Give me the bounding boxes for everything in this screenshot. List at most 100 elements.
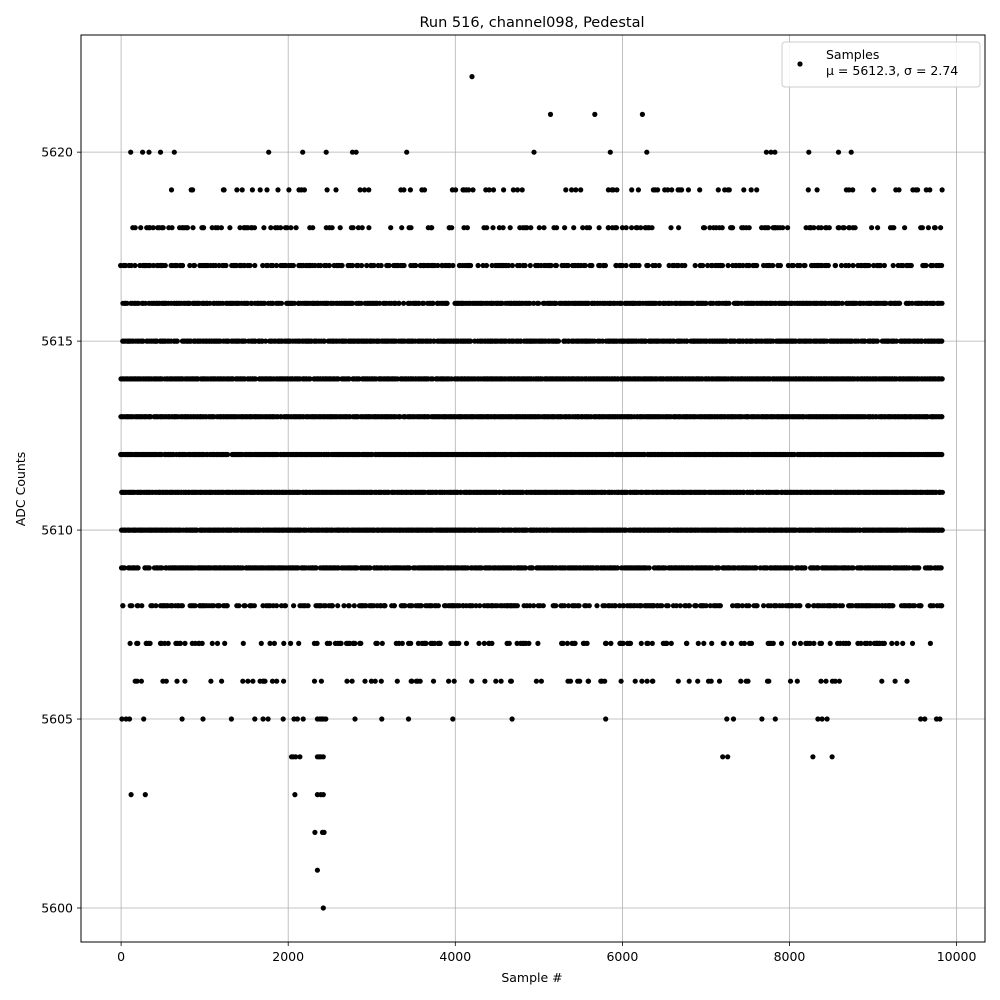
data-point <box>594 603 600 609</box>
data-point <box>547 111 554 117</box>
data-point <box>225 451 231 458</box>
data-point <box>267 640 273 647</box>
data-point <box>584 640 590 647</box>
data-point <box>177 640 183 647</box>
data-point <box>645 640 651 647</box>
data-point <box>540 603 546 609</box>
data-point <box>770 640 776 647</box>
data-point <box>761 603 767 609</box>
data-point <box>533 678 540 684</box>
data-point <box>514 640 520 647</box>
data-point <box>182 678 188 684</box>
data-points <box>118 74 946 911</box>
data-point <box>159 565 165 571</box>
data-point <box>506 640 512 647</box>
data-point <box>338 640 344 647</box>
data-point <box>695 640 701 647</box>
data-point <box>639 678 645 684</box>
data-point <box>538 678 545 684</box>
data-point <box>481 640 487 647</box>
data-point <box>565 603 572 609</box>
data-point <box>535 640 541 647</box>
data-point <box>881 640 888 647</box>
data-point <box>135 565 141 571</box>
data-point <box>807 640 813 647</box>
data-point <box>379 640 385 647</box>
data-point <box>644 678 650 684</box>
data-point <box>245 678 251 684</box>
data-point <box>139 603 145 609</box>
data-point <box>153 603 159 609</box>
data-point <box>753 565 759 571</box>
data-point <box>577 678 583 684</box>
data-point <box>789 603 796 609</box>
data-point <box>135 640 141 647</box>
data-point <box>430 678 437 684</box>
data-point <box>468 338 474 344</box>
data-point <box>327 640 333 647</box>
data-point <box>423 640 429 647</box>
data-point <box>603 716 609 722</box>
data-point <box>320 905 326 911</box>
data-point <box>282 603 289 609</box>
data-point <box>473 603 479 609</box>
data-point <box>918 716 924 722</box>
data-point <box>738 678 744 684</box>
data-point <box>638 603 644 609</box>
data-point <box>294 716 300 722</box>
data-point <box>182 640 188 647</box>
data-point <box>409 603 415 609</box>
data-point <box>567 678 574 684</box>
data-point <box>119 716 125 722</box>
data-point <box>815 565 821 571</box>
data-point <box>638 640 644 647</box>
data-point <box>228 716 234 722</box>
data-point <box>274 678 280 684</box>
data-point <box>602 678 608 684</box>
data-point <box>766 678 772 684</box>
data-point <box>406 565 413 571</box>
data-point <box>561 603 568 609</box>
data-point <box>262 678 268 684</box>
data-point <box>890 603 896 609</box>
data-point <box>252 376 259 382</box>
data-point <box>772 716 778 722</box>
data-point <box>686 678 692 684</box>
data-point <box>320 792 326 798</box>
data-point <box>379 716 385 722</box>
data-point <box>659 603 665 609</box>
data-point <box>514 603 521 609</box>
data-point <box>650 678 656 684</box>
data-point <box>810 754 816 760</box>
data-point <box>341 603 347 609</box>
data-point <box>560 640 566 647</box>
data-point <box>391 603 397 609</box>
data-point <box>120 603 126 609</box>
data-point <box>307 376 313 382</box>
data-point <box>199 640 205 647</box>
data-point <box>321 829 327 836</box>
data-point <box>265 716 271 722</box>
data-point <box>708 678 714 684</box>
data-point <box>163 678 169 684</box>
data-point <box>823 678 829 684</box>
data-point <box>789 565 795 571</box>
data-point <box>352 716 358 722</box>
data-point <box>269 678 276 684</box>
data-point <box>135 603 141 609</box>
data-point <box>374 640 380 647</box>
data-point <box>677 603 683 609</box>
data-point <box>618 678 624 684</box>
data-point <box>402 603 408 609</box>
data-point <box>612 603 619 609</box>
data-point <box>174 678 180 684</box>
data-point <box>200 716 206 722</box>
data-point <box>418 603 424 609</box>
data-point <box>446 678 452 684</box>
data-point <box>608 640 614 647</box>
data-point <box>147 640 153 647</box>
data-point <box>408 640 414 647</box>
data-point <box>329 603 335 609</box>
data-point <box>300 716 306 722</box>
data-point <box>572 640 578 647</box>
